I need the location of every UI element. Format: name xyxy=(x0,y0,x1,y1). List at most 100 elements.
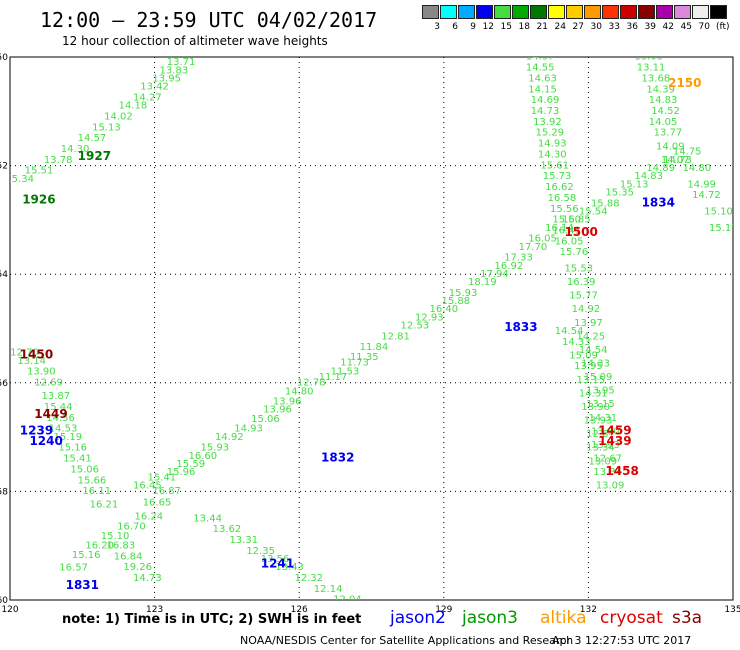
swh-value: 14.53 xyxy=(49,424,78,435)
satellite-legend-cryosat: cryosat xyxy=(600,608,663,628)
swh-value: 16.14 xyxy=(545,223,574,234)
legend-label: 3 xyxy=(434,22,440,32)
swh-value: 16.21 xyxy=(90,500,119,511)
swh-value: 16.58 xyxy=(548,193,577,204)
tracks-layer: 15.1616.5716.2015.1016.7016.2416.6516.87… xyxy=(10,49,733,625)
swh-value: 15.56 xyxy=(550,204,579,215)
swh-value: 16.84 xyxy=(114,551,143,562)
swh-value: 14.54 xyxy=(579,345,608,356)
swh-value: 15.09 xyxy=(584,372,613,383)
swh-value: 14.27 xyxy=(133,92,162,103)
swh-value: 15.41 xyxy=(63,454,92,465)
legend-swatch xyxy=(476,5,493,19)
swh-value: 12.32 xyxy=(295,573,324,584)
swh-value: 14.99 xyxy=(687,179,716,190)
pass-time-label: 1830 xyxy=(29,603,62,617)
swh-value: 12.68 xyxy=(362,614,391,625)
swh-value: 15.16 xyxy=(58,443,87,454)
satellite-legend-s3a: s3a xyxy=(672,608,703,628)
swh-value: 12.67 xyxy=(593,454,622,465)
lat-tick-label: -54 xyxy=(0,270,8,280)
swh-value: 13.15 xyxy=(576,375,605,386)
legend-label: 45 xyxy=(680,22,692,32)
swh-value: 14.33 xyxy=(562,337,591,348)
swh-value: 14.69 xyxy=(531,95,560,106)
swh-value: 14.30 xyxy=(538,149,567,160)
swh-value: 13.34 xyxy=(586,443,615,454)
swh-value: 13.78 xyxy=(44,155,73,166)
swh-value: 15.59 xyxy=(176,459,205,470)
swh-value: 14.92 xyxy=(572,304,601,315)
swh-value: 13.43 xyxy=(275,562,304,573)
swh-value: 13.09 xyxy=(596,481,625,492)
legend-label: 42 xyxy=(662,22,674,32)
swh-value: 13.93 xyxy=(591,440,620,451)
swh-value: 13.11 xyxy=(637,63,666,74)
swh-value: 17.70 xyxy=(519,242,548,253)
legend-label: 12 xyxy=(482,22,494,32)
legend-swatch xyxy=(566,5,583,19)
legend-label: 70 xyxy=(698,22,710,32)
satellite-legend-jason3: jason3 xyxy=(462,608,518,628)
swh-value: 16.39 xyxy=(567,277,596,288)
pass-time-label: 1927 xyxy=(78,149,111,163)
swh-value: 14.63 xyxy=(528,73,557,84)
pass-time-label: 1834 xyxy=(642,195,675,209)
swh-value: 18.19 xyxy=(468,277,497,288)
swh-value: 15.35 xyxy=(605,187,634,198)
swh-value: 16.70 xyxy=(117,521,146,532)
swh-value: 15.66 xyxy=(78,475,107,486)
legend-label: 15 xyxy=(500,22,512,32)
swh-value: 16.62 xyxy=(545,182,574,193)
pass-time-label: 1449 xyxy=(34,407,67,421)
swh-value: 11.17 xyxy=(319,372,348,383)
swh-value: 13.42 xyxy=(140,82,169,93)
pass-time-label: 1239 xyxy=(20,423,53,437)
swh-value: 14.02 xyxy=(104,111,133,122)
swh-value: 15.06 xyxy=(251,414,280,425)
swh-value: 13.97 xyxy=(574,318,603,329)
swh-value: 13.83 xyxy=(176,49,205,60)
swh-value: 12.78 xyxy=(297,378,326,389)
swh-value: 13.03 xyxy=(634,52,663,63)
swh-value: 13.14 xyxy=(17,356,46,367)
swh-value: 16.57 xyxy=(59,563,88,574)
lat-tick-label: -58 xyxy=(0,487,8,497)
swh-value: 13.83 xyxy=(160,65,189,76)
swh-value: 15.77 xyxy=(569,291,598,302)
swh-value: 15.10 xyxy=(101,531,130,542)
legend-label: 6 xyxy=(452,22,458,32)
swh-value: 13.90 xyxy=(581,402,610,413)
swh-value: 12.53 xyxy=(401,321,430,332)
swh-value: 14.57 xyxy=(78,133,107,144)
swh-value: 16.83 xyxy=(107,540,136,551)
swh-value: 12.04 xyxy=(333,595,362,606)
swh-value: 14.72 xyxy=(692,190,721,201)
legend-unit: (ft) xyxy=(716,22,730,32)
swh-value: 14.83 xyxy=(649,95,678,106)
swh-value: 13.44 xyxy=(193,513,222,524)
swh-value: 16.92 xyxy=(495,261,524,272)
swh-value: 13.95 xyxy=(574,361,603,372)
legend-swatch xyxy=(548,5,565,19)
swh-value: 14.31 xyxy=(579,388,608,399)
pass-time-label: 1241 xyxy=(261,556,294,570)
color-legend-labels: 3 6 9 12 15 18 21 24 27 30 33 36 39 42 45 70 xyxy=(422,22,728,32)
swh-value: 13.93 xyxy=(584,416,613,427)
swh-value: 16.24 xyxy=(134,512,163,523)
swh-value: 13.34 xyxy=(593,467,622,478)
pass-time-label: 1831 xyxy=(66,578,99,592)
swh-value: 15.13 xyxy=(92,122,121,133)
swh-value: 14.89 xyxy=(646,163,675,174)
swh-value: 19.26 xyxy=(123,562,152,573)
swh-value: 16.20 xyxy=(85,540,114,551)
swh-value: 14.93 xyxy=(234,424,263,435)
legend-swatch xyxy=(458,5,475,19)
lon-tick-label: 135 xyxy=(724,605,740,615)
swh-value: 14.55 xyxy=(526,63,555,74)
swh-value: 14.07 xyxy=(661,155,690,166)
swh-value: 12.69 xyxy=(34,378,63,389)
swh-value: 15.88 xyxy=(442,296,471,307)
satellite-legend-jason2: jason2 xyxy=(390,608,446,628)
